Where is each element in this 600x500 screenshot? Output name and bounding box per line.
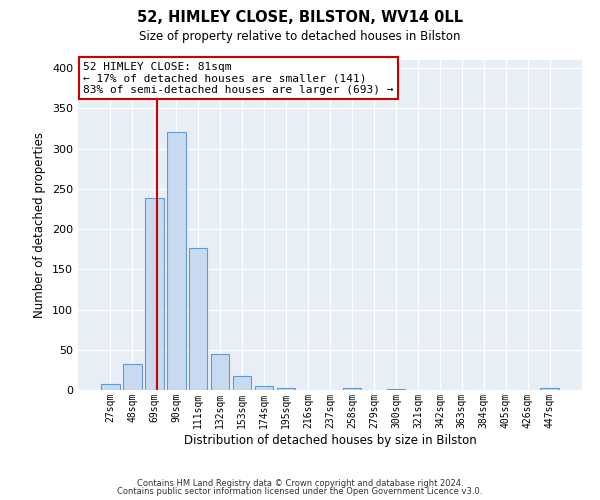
Bar <box>211 354 229 390</box>
Y-axis label: Number of detached properties: Number of detached properties <box>34 132 46 318</box>
Bar <box>101 384 119 390</box>
Bar <box>233 376 251 390</box>
Bar <box>167 132 185 390</box>
X-axis label: Distribution of detached houses by size in Bilston: Distribution of detached houses by size … <box>184 434 476 446</box>
Bar <box>277 388 295 390</box>
Bar <box>255 386 274 390</box>
Bar <box>123 364 142 390</box>
Bar <box>145 198 164 390</box>
Bar <box>189 248 208 390</box>
Bar <box>343 388 361 390</box>
Text: Contains public sector information licensed under the Open Government Licence v3: Contains public sector information licen… <box>118 487 482 496</box>
Text: 52 HIMLEY CLOSE: 81sqm
← 17% of detached houses are smaller (141)
83% of semi-de: 52 HIMLEY CLOSE: 81sqm ← 17% of detached… <box>83 62 394 95</box>
Text: Size of property relative to detached houses in Bilston: Size of property relative to detached ho… <box>139 30 461 43</box>
Bar <box>386 389 405 390</box>
Bar <box>541 388 559 390</box>
Text: 52, HIMLEY CLOSE, BILSTON, WV14 0LL: 52, HIMLEY CLOSE, BILSTON, WV14 0LL <box>137 10 463 25</box>
Text: Contains HM Land Registry data © Crown copyright and database right 2024.: Contains HM Land Registry data © Crown c… <box>137 478 463 488</box>
